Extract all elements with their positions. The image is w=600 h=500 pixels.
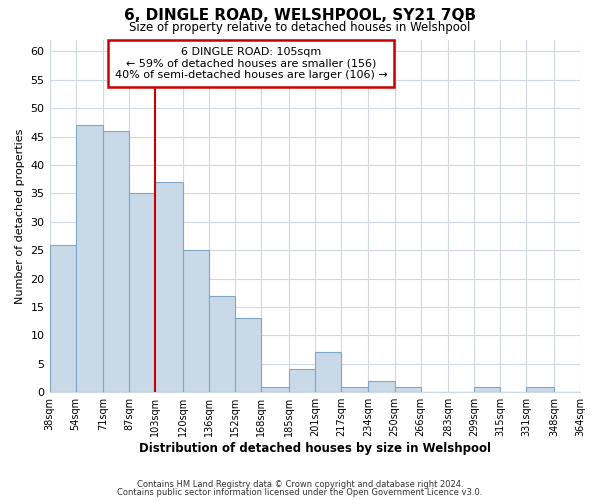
Bar	[235, 318, 261, 392]
Bar	[155, 182, 183, 392]
Text: Contains public sector information licensed under the Open Government Licence v3: Contains public sector information licen…	[118, 488, 482, 497]
Y-axis label: Number of detached properties: Number of detached properties	[15, 128, 25, 304]
Text: 6 DINGLE ROAD: 105sqm
← 59% of detached houses are smaller (156)
40% of semi-det: 6 DINGLE ROAD: 105sqm ← 59% of detached …	[115, 47, 388, 80]
Bar	[209, 296, 235, 392]
Bar	[315, 352, 341, 392]
X-axis label: Distribution of detached houses by size in Welshpool: Distribution of detached houses by size …	[139, 442, 491, 455]
Bar	[183, 250, 209, 392]
Bar	[341, 386, 368, 392]
Text: Contains HM Land Registry data © Crown copyright and database right 2024.: Contains HM Land Registry data © Crown c…	[137, 480, 463, 489]
Bar	[580, 386, 600, 392]
Bar	[76, 125, 103, 392]
Bar	[474, 386, 500, 392]
Bar	[50, 244, 76, 392]
Bar	[103, 131, 129, 392]
Bar	[368, 381, 395, 392]
Bar	[526, 386, 554, 392]
Bar	[129, 194, 155, 392]
Text: Size of property relative to detached houses in Welshpool: Size of property relative to detached ho…	[130, 21, 470, 34]
Bar	[261, 386, 289, 392]
Bar	[289, 370, 315, 392]
Text: 6, DINGLE ROAD, WELSHPOOL, SY21 7QB: 6, DINGLE ROAD, WELSHPOOL, SY21 7QB	[124, 8, 476, 22]
Bar	[395, 386, 421, 392]
